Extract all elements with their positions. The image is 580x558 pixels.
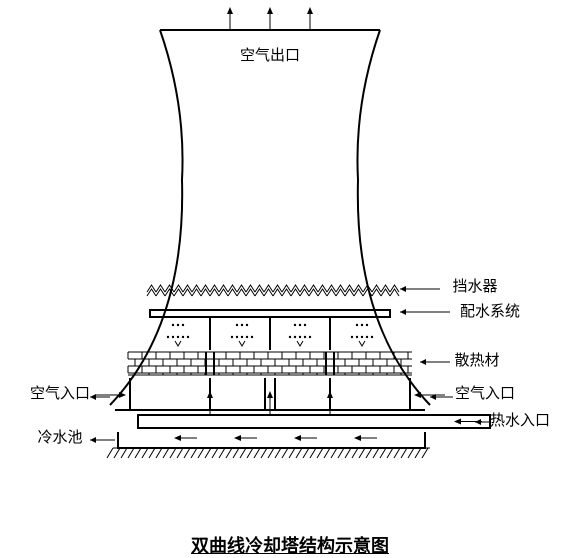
tower-wall-right — [357, 30, 430, 405]
fill-label: 散热材 — [454, 352, 499, 369]
caption: 双曲线冷却塔结构示意图 — [0, 532, 580, 558]
air_in_r-label: 空气入口 — [455, 385, 515, 402]
cold-water-basin — [118, 432, 425, 448]
deflector-label: 挡水器 — [452, 278, 497, 295]
hot_water_in-label: 热水入口 — [490, 412, 550, 429]
air-out-label: 空气出口 — [240, 47, 300, 64]
diagram-container: 空气出口挡水器配水系统散热材空气入口 空气入口热水入口冷水池 — [0, 0, 580, 522]
hot-water-pipe — [138, 415, 490, 428]
distribution-beam — [150, 310, 390, 317]
cold_pool-label: 冷水池 — [37, 429, 82, 446]
tower-wall-left — [110, 30, 183, 405]
cooling-tower-diagram: 空气出口挡水器配水系统散热材空气入口 空气入口热水入口冷水池 — [0, 0, 580, 517]
distribution-label: 配水系统 — [460, 303, 520, 320]
air_in_l-label: 空气入口 — [30, 385, 90, 402]
